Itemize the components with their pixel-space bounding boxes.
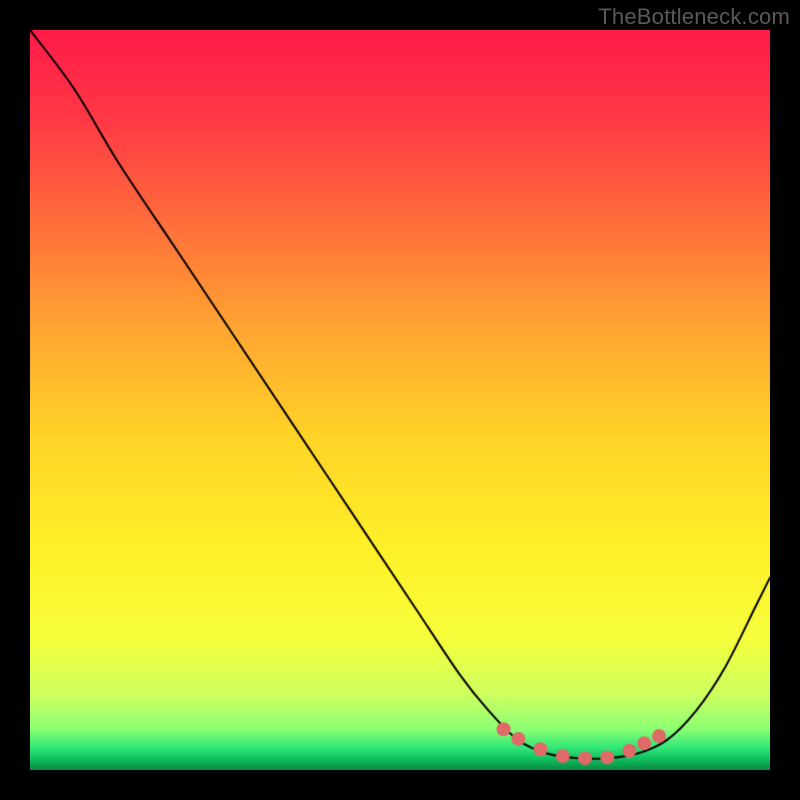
chart-canvas: [30, 30, 770, 770]
bottleneck-chart: [30, 30, 770, 770]
watermark-text: TheBottleneck.com: [598, 4, 790, 30]
